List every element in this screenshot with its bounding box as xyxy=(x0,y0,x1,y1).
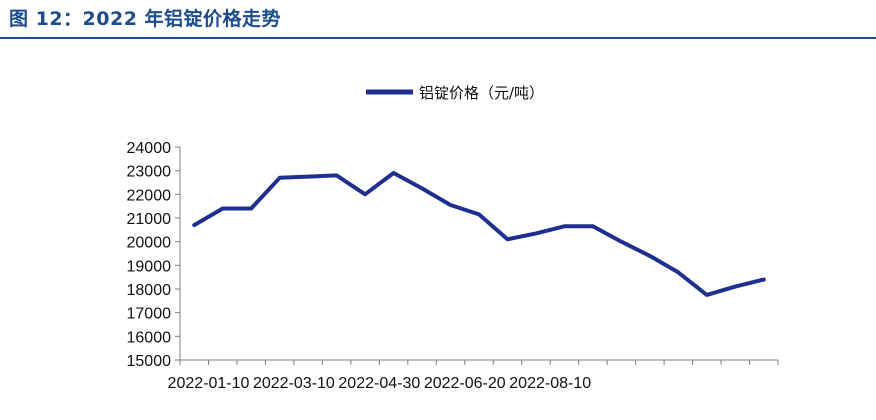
legend-label: 铝锭价格（元/吨） xyxy=(419,84,544,102)
data-point xyxy=(278,176,282,180)
y-tick-label: 20000 xyxy=(127,235,172,252)
data-point xyxy=(591,224,595,228)
data-point xyxy=(733,285,737,289)
y-tick-label: 24000 xyxy=(127,140,172,157)
y-tick-label: 16000 xyxy=(127,329,172,346)
data-point xyxy=(648,254,652,258)
y-tick-label: 18000 xyxy=(127,282,172,299)
data-point xyxy=(505,237,509,241)
y-tick-label: 21000 xyxy=(127,211,172,228)
data-point xyxy=(762,278,766,282)
y-tick-label: 22000 xyxy=(127,187,172,204)
x-tick-label: 2022-03-10 xyxy=(253,375,335,392)
y-axis: 15000 16000 17000 18000 19000 20000 21000 22000… xyxy=(127,140,181,370)
data-point xyxy=(249,207,253,211)
data-point xyxy=(676,270,680,274)
series-layer xyxy=(192,171,766,297)
x-tick-label: 2022-06-20 xyxy=(424,375,506,392)
data-point xyxy=(192,223,196,227)
figure-title: 图 12：2022 年铝锭价格走势 xyxy=(9,8,282,30)
y-tick-label: 15000 xyxy=(127,353,172,370)
data-point xyxy=(449,203,453,207)
data-point xyxy=(705,293,709,297)
data-point xyxy=(420,186,424,190)
data-point xyxy=(335,173,339,177)
data-point xyxy=(477,212,481,216)
chart-legend: 铝锭价格（元/吨） xyxy=(366,84,544,102)
data-point xyxy=(363,192,367,196)
data-point xyxy=(392,171,396,175)
series-line xyxy=(192,171,766,297)
x-tick-label: 2022-01-10 xyxy=(168,375,250,392)
y-tick-label: 19000 xyxy=(127,258,172,275)
data-point xyxy=(306,175,310,179)
x-axis: 2022-01-10 2022-03-10 2022-04-30 2022-06-20… xyxy=(168,359,779,392)
data-point xyxy=(619,240,623,244)
y-tick-label: 23000 xyxy=(127,164,172,181)
x-tick-label: 2022-08-10 xyxy=(509,375,591,392)
data-point xyxy=(562,224,566,228)
y-tick-label: 17000 xyxy=(127,306,172,323)
x-tick-label: 2022-04-30 xyxy=(338,375,420,392)
data-point xyxy=(221,207,225,211)
data-point xyxy=(534,231,538,235)
title-divider xyxy=(0,37,876,39)
